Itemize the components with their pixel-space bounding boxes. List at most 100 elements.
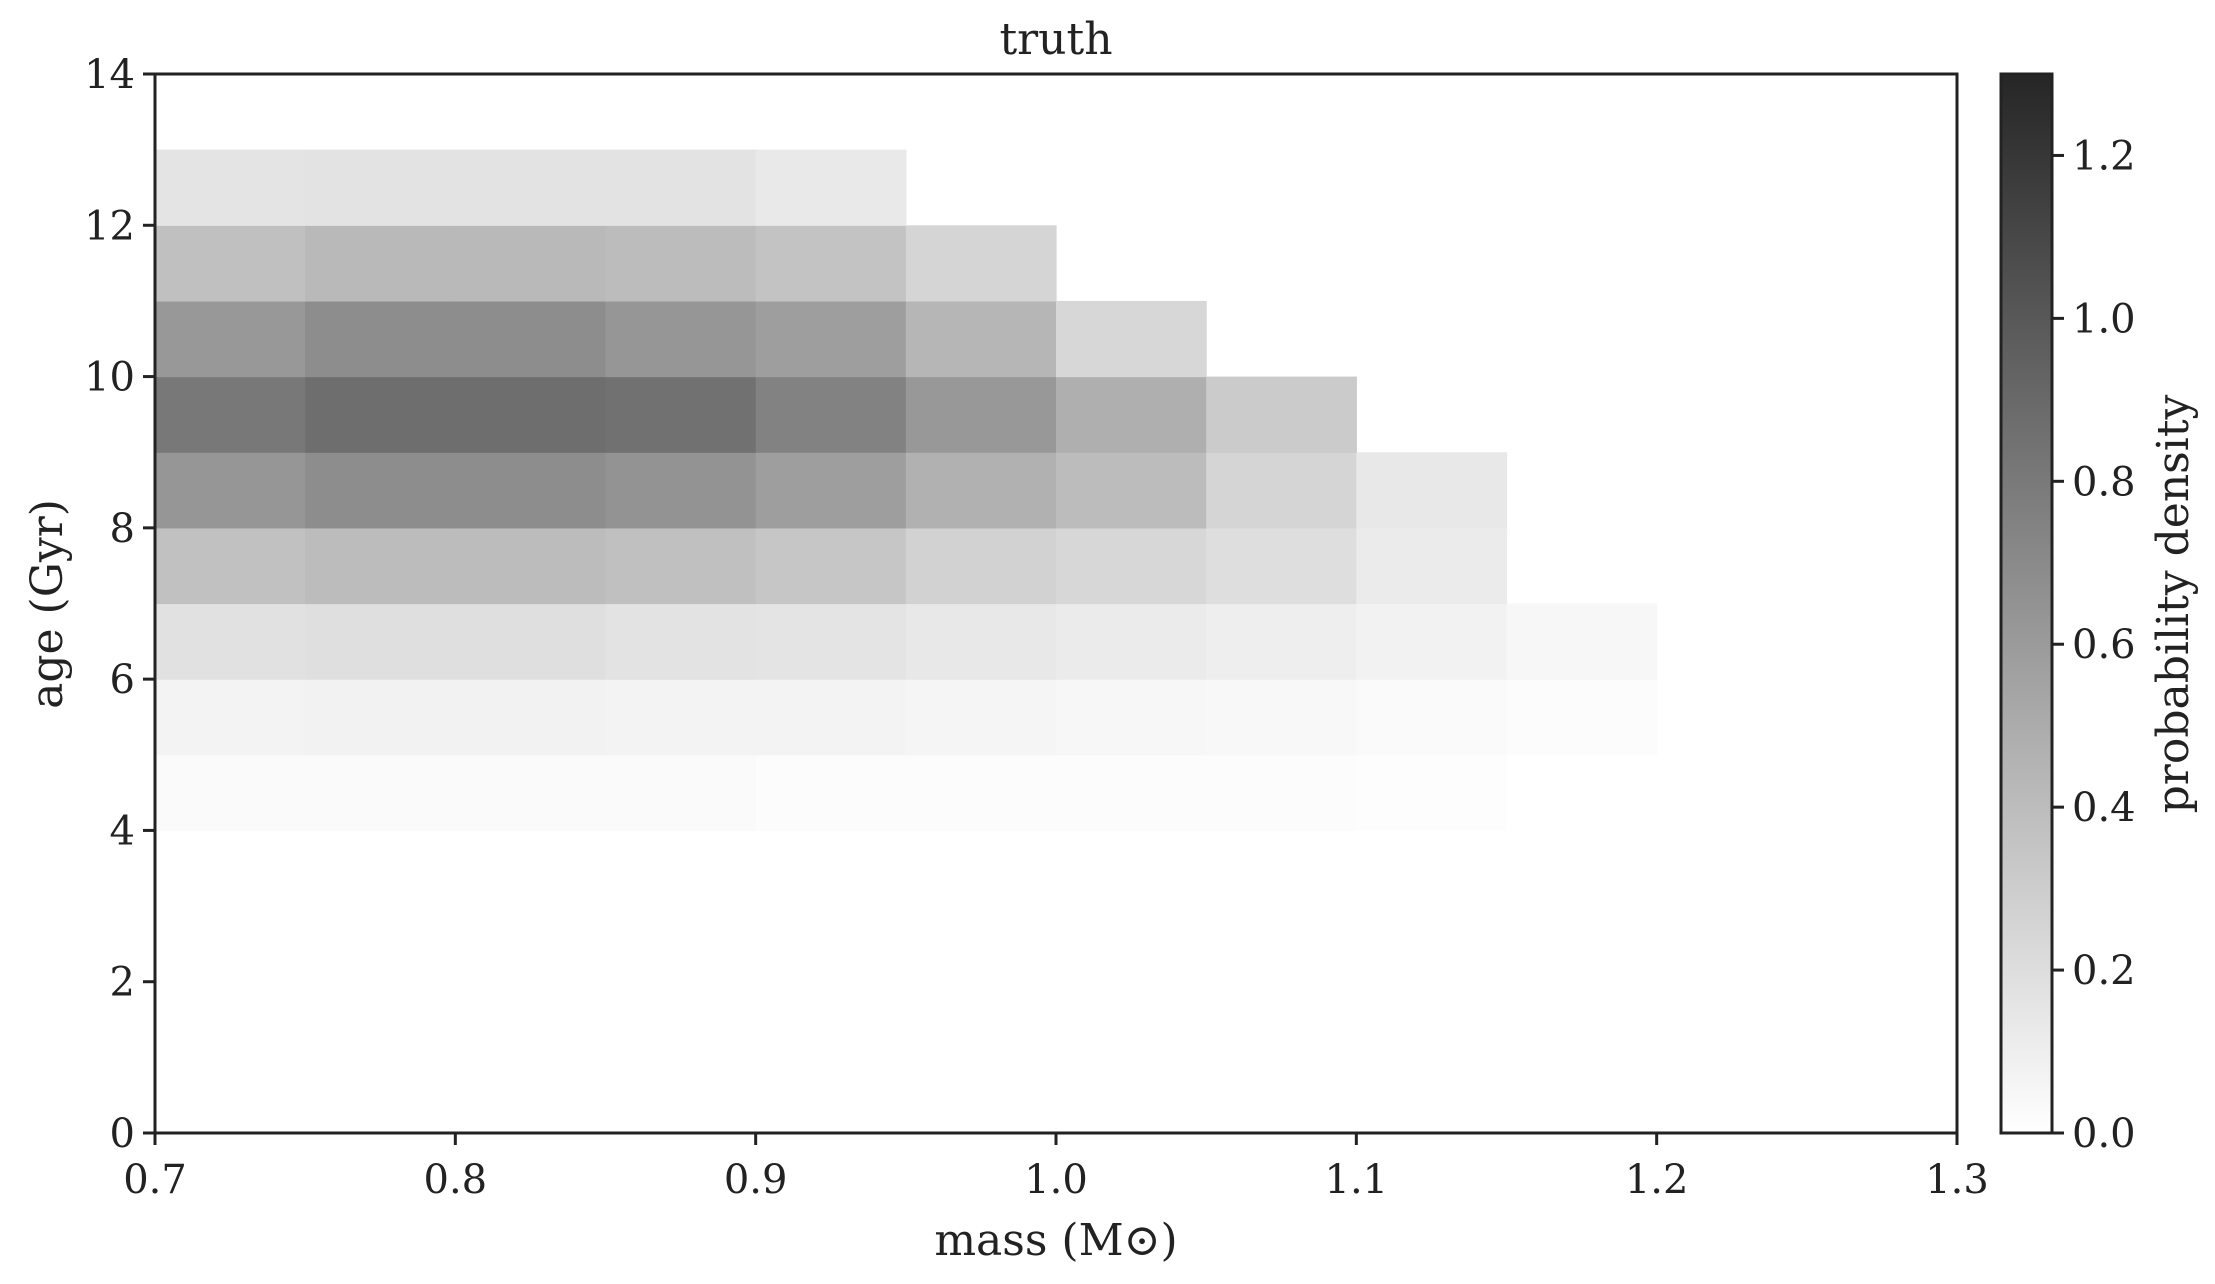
colorbar-tick-label: 1.2 xyxy=(2072,133,2136,179)
heatmap-cell xyxy=(605,452,757,529)
heatmap-cell xyxy=(605,376,757,453)
heatmap-cell xyxy=(905,679,1057,756)
colorbar-tick-label: 0.8 xyxy=(2072,459,2136,505)
heatmap-cell xyxy=(605,225,757,302)
heatmap-cell xyxy=(905,527,1057,605)
heatmap-cell xyxy=(305,149,456,226)
heatmap-cell xyxy=(305,527,456,605)
colorbar-ticks: 0.0 0.2 0.4 0.6 0.8 1.0 1.2 xyxy=(2052,133,2136,1157)
y-tick-label: 12 xyxy=(84,203,135,249)
heatmap-cell xyxy=(1206,603,1357,680)
heatmap-cell xyxy=(905,225,1057,302)
colorbar-tick-label: 1.0 xyxy=(2072,296,2136,342)
heatmap-cell xyxy=(1356,754,1508,832)
heatmap-cell xyxy=(905,603,1057,680)
heatmap-cell xyxy=(905,452,1057,529)
heatmap-cell xyxy=(155,452,306,529)
colorbar-tick-label: 0.4 xyxy=(2072,785,2136,831)
heatmap-cell xyxy=(155,225,306,302)
y-tick-label: 8 xyxy=(110,506,135,552)
heatmap-cell xyxy=(605,527,757,605)
x-axis-ticks: 0.7 0.8 0.9 1.0 1.1 1.2 1.3 xyxy=(123,1133,1989,1203)
y-tick-label: 14 xyxy=(84,52,135,98)
heatmap-cell xyxy=(605,149,757,226)
heatmap-cell xyxy=(1056,452,1207,529)
heatmap-cell xyxy=(155,527,306,605)
heatmap-cell xyxy=(305,452,456,529)
heatmap-cell xyxy=(1056,376,1207,453)
heatmap-cell xyxy=(1506,603,1658,680)
heatmap-cell xyxy=(605,679,757,756)
heatmap-cell xyxy=(155,754,306,832)
heatmap-cell xyxy=(455,300,607,378)
y-axis-ticks: 0 2 4 6 8 10 12 14 xyxy=(84,52,155,1157)
heatmap-cell xyxy=(155,149,306,226)
x-tick-label: 0.9 xyxy=(724,1157,788,1203)
heatmap-cell xyxy=(155,376,306,453)
heatmap-cell xyxy=(755,376,907,453)
heatmap-cell xyxy=(755,225,907,302)
heatmap-cell xyxy=(1206,376,1357,453)
heatmap-cell xyxy=(455,149,607,226)
heatmap-cell xyxy=(755,754,907,832)
heatmap-cell xyxy=(755,527,907,605)
heatmap-cell xyxy=(755,679,907,756)
heatmap-cell xyxy=(605,603,757,680)
colorbar-label: probability density xyxy=(2148,394,2199,813)
heatmap-cell xyxy=(1056,603,1207,680)
heatmap-cell xyxy=(1206,754,1357,832)
chart-title: truth xyxy=(999,14,1112,65)
heatmap-cell xyxy=(1206,679,1357,756)
x-tick-label: 1.3 xyxy=(1925,1157,1989,1203)
heatmap-cell xyxy=(755,300,907,378)
heatmap-cell xyxy=(455,452,607,529)
x-axis-label: mass (M⊙) xyxy=(934,1215,1177,1266)
heatmap-cell xyxy=(1356,527,1508,605)
heatmap-cell xyxy=(155,603,306,680)
heatmap-cell xyxy=(455,679,607,756)
heatmap-cell xyxy=(1356,679,1508,756)
heatmap-cell xyxy=(1356,603,1508,680)
y-tick-label: 0 xyxy=(110,1111,135,1157)
heatmap-cell xyxy=(305,603,456,680)
heatmap-cell xyxy=(1356,452,1508,529)
x-tick-label: 0.7 xyxy=(123,1157,187,1203)
heatmap-cell xyxy=(1206,527,1357,605)
x-tick-label: 0.8 xyxy=(424,1157,488,1203)
heatmap-cell xyxy=(455,603,607,680)
heatmap-cell xyxy=(755,149,907,226)
colorbar-tick-label: 0.6 xyxy=(2072,622,2136,668)
heatmap-cell xyxy=(755,452,907,529)
y-axis-label: age (Gyr) xyxy=(22,499,73,709)
heatmap-cell xyxy=(455,225,607,302)
y-tick-label: 4 xyxy=(110,808,135,854)
y-tick-label: 10 xyxy=(84,355,135,401)
x-tick-label: 1.0 xyxy=(1024,1157,1088,1203)
heatmap-cell xyxy=(305,679,456,756)
x-tick-label: 1.1 xyxy=(1325,1157,1389,1203)
heatmap-cell xyxy=(1506,679,1658,756)
heatmap-cell xyxy=(755,603,907,680)
colorbar: 0.0 0.2 0.4 0.6 0.8 1.0 1.2 probability densit… xyxy=(1999,72,2199,1157)
colorbar-tick-label: 0.0 xyxy=(2072,1111,2136,1157)
heatmap-cell xyxy=(605,300,757,378)
heatmap-cell xyxy=(905,754,1057,832)
heatmap-cell xyxy=(155,679,306,756)
heatmap-cell xyxy=(305,300,456,378)
heatmap-cell xyxy=(155,300,306,378)
heatmap-cell xyxy=(305,225,456,302)
x-tick-label: 1.2 xyxy=(1625,1157,1689,1203)
heatmap-cell xyxy=(1056,527,1207,605)
heatmap-cell xyxy=(305,754,456,832)
heatmap-cell xyxy=(905,376,1057,453)
heatmap-cell xyxy=(905,300,1057,378)
colorbar-tick-label: 0.2 xyxy=(2072,948,2136,994)
heatmap-cell xyxy=(455,754,607,832)
heatmap-cell xyxy=(1056,300,1207,378)
heatmap-cell xyxy=(455,527,607,605)
heatmap-cell xyxy=(305,376,456,453)
heatmap-cell xyxy=(1056,679,1207,756)
heatmap-cell xyxy=(1056,754,1207,832)
colorbar-gradient xyxy=(2001,74,2052,1133)
y-tick-label: 6 xyxy=(110,657,135,703)
